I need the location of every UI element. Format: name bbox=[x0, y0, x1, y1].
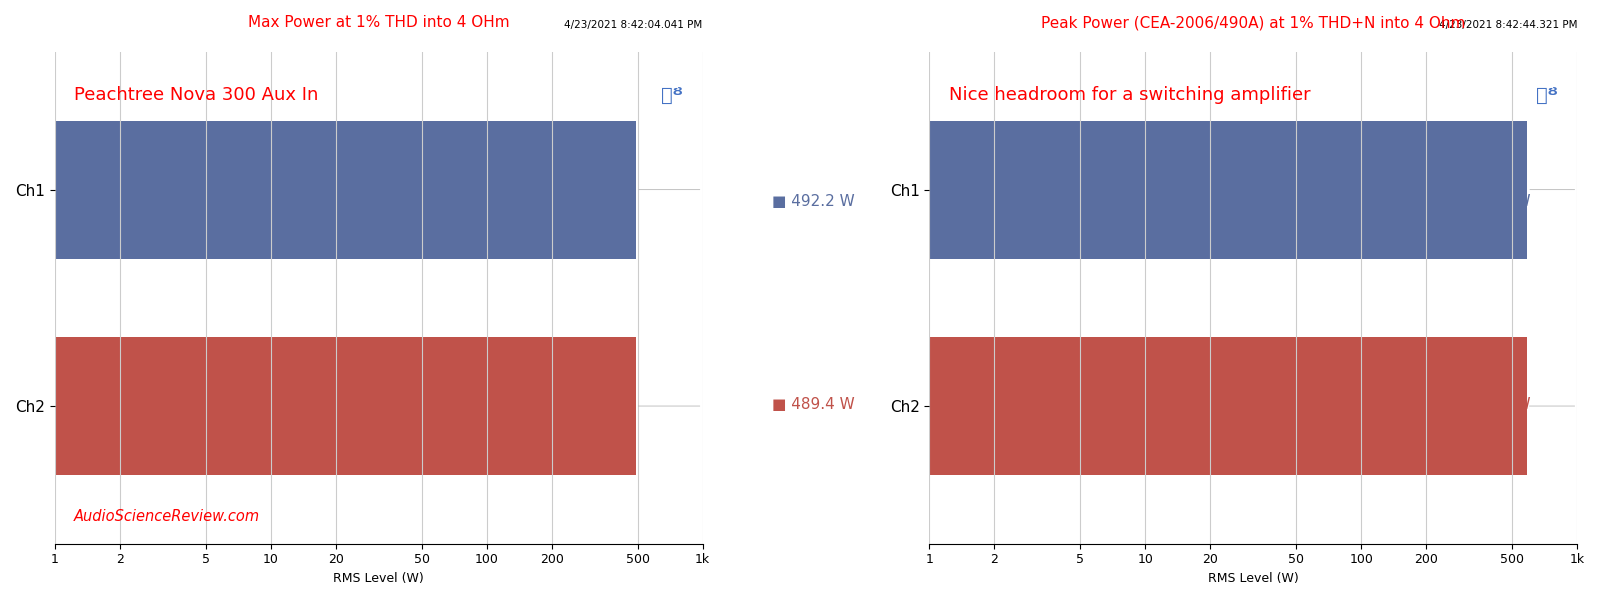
Text: ■ 489.4 W: ■ 489.4 W bbox=[771, 397, 854, 412]
Text: AudioScienceReview.com: AudioScienceReview.com bbox=[74, 509, 261, 524]
Text: Ⓐᴽ: Ⓐᴽ bbox=[1536, 86, 1558, 106]
Text: ■ 584.7 W: ■ 584.7 W bbox=[1448, 194, 1531, 209]
Text: Ⓐᴽ: Ⓐᴽ bbox=[661, 86, 683, 106]
Text: ■ 492.2 W: ■ 492.2 W bbox=[771, 194, 854, 209]
Bar bbox=[930, 121, 1528, 259]
X-axis label: RMS Level (W): RMS Level (W) bbox=[333, 572, 424, 585]
X-axis label: RMS Level (W): RMS Level (W) bbox=[1208, 572, 1299, 585]
Bar bbox=[930, 337, 1526, 475]
Bar bbox=[54, 337, 635, 475]
Bar bbox=[54, 121, 637, 259]
Text: ■ 581.8 W: ■ 581.8 W bbox=[1448, 397, 1531, 412]
Title: Peak Power (CEA-2006/490A) at 1% THD+N into 4 Ohm: Peak Power (CEA-2006/490A) at 1% THD+N i… bbox=[1042, 15, 1466, 30]
Title: Max Power at 1% THD into 4 OHm: Max Power at 1% THD into 4 OHm bbox=[248, 15, 509, 30]
Text: Peachtree Nova 300 Aux In: Peachtree Nova 300 Aux In bbox=[74, 86, 318, 104]
Text: 4/23/2021 8:42:44.321 PM: 4/23/2021 8:42:44.321 PM bbox=[1438, 20, 1578, 30]
Text: 4/23/2021 8:42:04.041 PM: 4/23/2021 8:42:04.041 PM bbox=[565, 20, 702, 30]
Text: Nice headroom for a switching amplifier: Nice headroom for a switching amplifier bbox=[949, 86, 1310, 104]
